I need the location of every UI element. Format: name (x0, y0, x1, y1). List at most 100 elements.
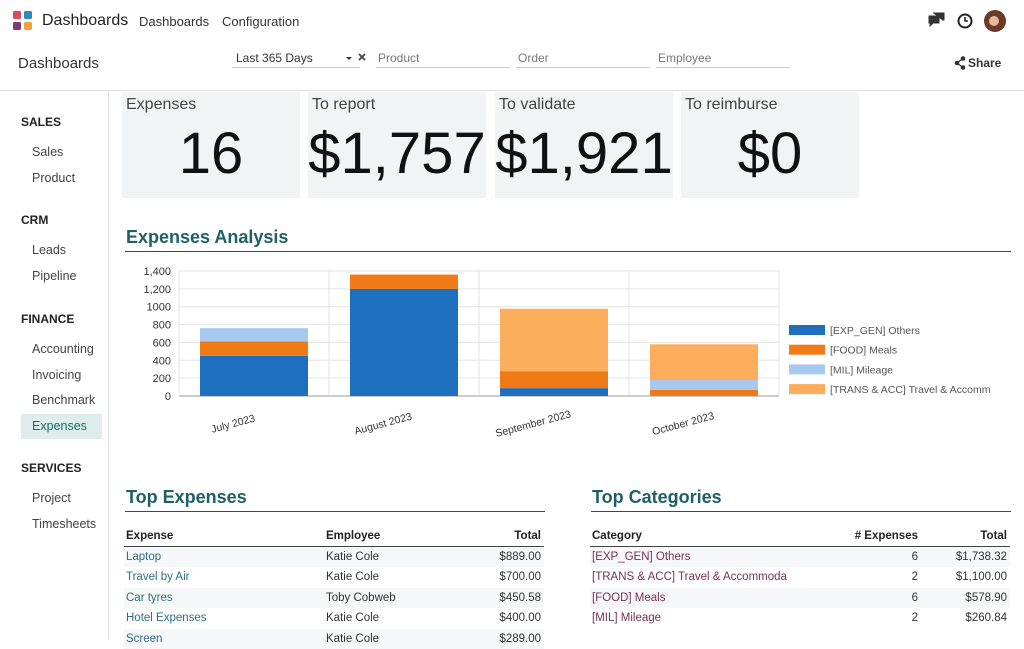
sidebar-item[interactable]: Accounting (32, 342, 94, 356)
logo-square (13, 22, 21, 30)
caret (346, 57, 352, 60)
menu-item[interactable]: Configuration (222, 14, 300, 29)
bar-segment (650, 389, 758, 396)
logo (13, 11, 32, 30)
legend-label: [EXP_GEN] Others (830, 325, 920, 337)
app-name[interactable]: Dashboards (42, 12, 129, 29)
sidebar-item[interactable]: Sales (32, 145, 64, 159)
table-cell[interactable]: [MIL] Mileage (592, 612, 662, 625)
sidebar-item[interactable]: Timesheets (32, 516, 97, 531)
kpi-label: To report (312, 96, 376, 113)
table-header-rule (590, 546, 1010, 547)
table-cell: 2 (911, 612, 918, 625)
table-cell[interactable]: Laptop (126, 551, 162, 563)
table-cell: Katie Cole (326, 571, 380, 584)
sidebar-item[interactable]: Pipeline (32, 268, 77, 283)
bar-segment (500, 388, 608, 396)
share-icon (954, 56, 966, 70)
sidebar-item[interactable]: Expenses (32, 419, 87, 434)
y-tick-label: 1,400 (143, 266, 171, 278)
table-cell: $578.90 (965, 591, 1007, 604)
x-tick-label: September 2023 (494, 408, 572, 440)
bar-segment (200, 355, 308, 396)
filter-icons (346, 53, 366, 61)
avatar-face (989, 16, 999, 26)
breadcrumb: Dashboards (18, 55, 99, 72)
x-tick-label: October 2023 (651, 410, 716, 438)
y-tick-label: 0 (165, 391, 171, 403)
filter-input[interactable]: Product (376, 51, 510, 68)
table-header-rule (124, 546, 544, 547)
table-row-bg (590, 587, 1010, 608)
table-cell[interactable]: [FOOD] Meals (592, 591, 666, 604)
kpi-card: To validate $1,921 (495, 92, 673, 198)
filter-input[interactable]: Employee (656, 51, 790, 68)
table-cell: Toby Cobweb (326, 591, 396, 604)
sidebar-active-bg (21, 414, 102, 440)
logo-square (24, 11, 32, 19)
share-line (956, 58, 964, 68)
x-tick-label: July 2023 (210, 412, 257, 435)
logo-square (13, 11, 21, 19)
table-header: Total (514, 530, 541, 542)
legend-swatch (789, 364, 825, 375)
bar-segment (200, 341, 308, 356)
section-rule (591, 511, 1011, 512)
kpi-label: To validate (499, 96, 576, 113)
table-cell: $700.00 (499, 571, 541, 584)
table-cell[interactable]: Car tyres (126, 591, 173, 604)
filter-input[interactable]: Order (516, 51, 650, 68)
kpi-label: Expenses (126, 96, 197, 113)
table-cell: $289.00 (499, 632, 541, 645)
table-cell: 2 (911, 571, 918, 584)
section-rule (125, 511, 545, 512)
table-row-bg (124, 587, 544, 608)
kpi-value: 16 (178, 121, 244, 186)
table-cell: 6 (911, 551, 918, 563)
y-tick-label: 800 (153, 320, 171, 332)
table-cell[interactable]: Travel by Air (126, 571, 190, 584)
table-cell[interactable]: Hotel Expenses (126, 612, 207, 625)
table-cell[interactable]: [EXP_GEN] Others (592, 551, 691, 563)
kpi-value: $1,757 (308, 121, 486, 186)
kpi-card: Expenses 16 (122, 92, 300, 198)
legend-swatch (789, 325, 825, 335)
y-tick-label: 200 (153, 373, 171, 385)
table-header: Total (980, 530, 1007, 542)
legend-label: [TRANS & ACC] Travel & Accomm (830, 384, 991, 396)
bar-segment (650, 344, 758, 381)
period-filter[interactable]: Last 365 Days (232, 51, 360, 68)
kpi-value: $1,921 (495, 121, 673, 186)
sidebar-divider (108, 91, 109, 640)
kpi-value: $0 (737, 121, 803, 186)
table-cell[interactable]: Screen (126, 632, 163, 645)
table-cell: $1,738.32 (955, 551, 1007, 563)
table-cell: $400.00 (499, 612, 541, 625)
table-cell: Katie Cole (326, 551, 380, 563)
y-tick-label: 400 (153, 355, 171, 367)
chat-icon (928, 12, 945, 28)
table-cell[interactable]: [TRANS & ACC] Travel & Accommoda (592, 571, 787, 584)
legend-swatch (789, 344, 825, 355)
sidebar-section: CRM (21, 213, 49, 227)
table-cell: $450.58 (499, 591, 541, 604)
share-button[interactable]: Share (968, 56, 1002, 70)
clock-icon (957, 13, 973, 29)
table-row-bg (124, 547, 544, 567)
clear-icon (358, 53, 366, 61)
sidebar-item[interactable]: Product (32, 170, 76, 185)
sidebar-item[interactable]: Project (32, 491, 71, 505)
table-cell: $260.84 (965, 612, 1007, 625)
section-title: Expenses Analysis (126, 227, 289, 247)
table-header: Category (592, 530, 642, 542)
sidebar-item[interactable]: Invoicing (32, 367, 82, 382)
sidebar-item[interactable]: Leads (32, 243, 67, 257)
sidebar-item[interactable]: Benchmark (32, 393, 96, 408)
menu-item[interactable]: Dashboards (139, 14, 210, 29)
table-header: # Expenses (854, 530, 918, 542)
y-tick-label: 1000 (147, 302, 171, 314)
sidebar-section: SERVICES (21, 461, 82, 475)
bar-segment (500, 371, 608, 389)
bar-segment (200, 328, 308, 342)
